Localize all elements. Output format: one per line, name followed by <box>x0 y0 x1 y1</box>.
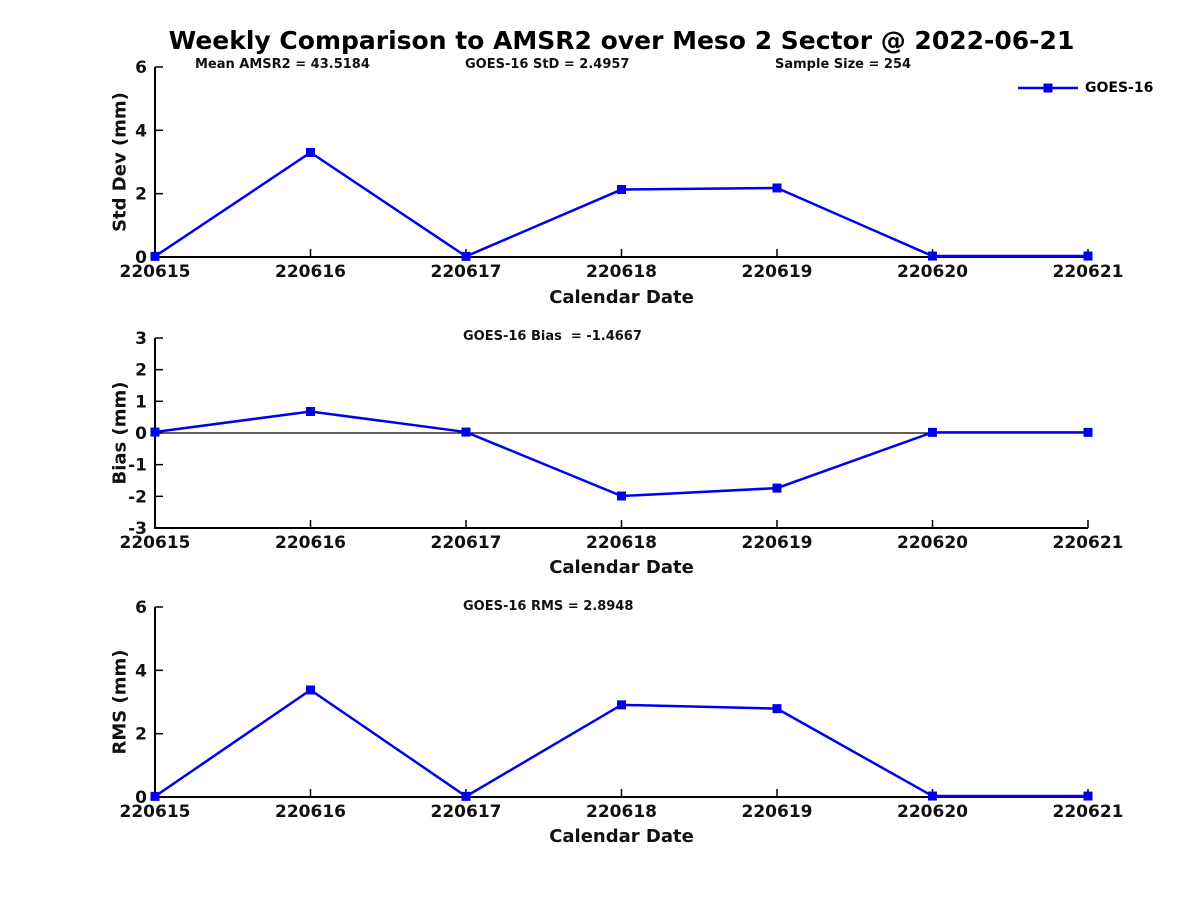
data-point-marker <box>928 791 937 801</box>
bias-x-axis-label: Calendar Date <box>549 557 694 578</box>
x-tick-label: 220621 <box>1053 262 1124 282</box>
x-tick-label: 220621 <box>1053 802 1124 822</box>
goes-16-series-line <box>154 150 1088 258</box>
stat-mean-amsr2: Mean AMSR2 = 43.5184 <box>195 57 370 72</box>
legend-line-icon <box>1018 83 1078 93</box>
x-tick-label: 220618 <box>586 262 657 282</box>
x-tick-label: 220615 <box>120 802 191 822</box>
y-tick-label: 4 <box>135 661 147 681</box>
data-point-marker <box>150 791 160 801</box>
x-tick-label: 220621 <box>1053 533 1124 553</box>
bias-y-axis-label: Bias (mm) <box>109 381 131 485</box>
y-tick-label: 2 <box>135 725 147 745</box>
y-tick-label: 4 <box>135 121 147 141</box>
data-point-marker <box>306 406 315 416</box>
x-tick-label: 220616 <box>275 262 346 282</box>
y-tick-label: 3 <box>135 329 147 349</box>
x-tick-label: 220620 <box>897 262 968 282</box>
x-tick-label: 220616 <box>275 802 346 822</box>
bias-annotation: GOES-16 Bias = -1.4667 <box>463 329 642 344</box>
y-tick-label: 6 <box>135 58 147 78</box>
data-point-marker <box>617 185 626 195</box>
y-tick-label: -3 <box>128 519 147 539</box>
stddev-x-axis-label: Calendar Date <box>549 287 694 308</box>
data-point-marker <box>461 791 471 801</box>
x-tick-label: 220616 <box>275 533 346 553</box>
x-tick-label: 220617 <box>431 802 502 822</box>
data-point-marker <box>1083 791 1093 801</box>
data-point-marker <box>150 427 160 437</box>
y-tick-label: 0 <box>135 424 147 444</box>
data-point-marker <box>617 700 626 710</box>
rms-x-axis-label: Calendar Date <box>549 826 694 847</box>
data-point-marker <box>461 427 471 437</box>
y-tick-label: -2 <box>128 487 147 507</box>
y-tick-label: 6 <box>135 598 147 618</box>
data-point-marker <box>617 491 626 501</box>
legend: GOES-16 <box>1017 80 1154 96</box>
data-point-marker <box>928 427 937 437</box>
x-tick-label: 220619 <box>742 802 813 822</box>
data-point-marker <box>1083 251 1093 261</box>
x-tick-label: 220617 <box>431 533 502 553</box>
data-point-marker <box>1083 427 1093 437</box>
stat-sample-size: Sample Size = 254 <box>775 57 912 72</box>
rms-plot: 0 2 4 6 220615 220616 220617 220618 220619 220620… <box>120 598 1124 822</box>
y-tick-label: -1 <box>128 456 147 476</box>
data-point-marker <box>306 685 315 695</box>
x-tick-label: 220619 <box>742 262 813 282</box>
page-title: Weekly Comparison to AMSR2 over Meso 2 S… <box>168 26 1075 55</box>
bias-plot: -3 -2 -1 0 1 2 3 220615 220616 220617 220618 220619… <box>120 329 1124 553</box>
x-tick-label: 220618 <box>586 802 657 822</box>
x-tick-label: 220617 <box>431 262 502 282</box>
x-tick-label: 220620 <box>897 802 968 822</box>
data-point-marker <box>928 251 937 261</box>
legend-label: GOES-16 <box>1085 80 1154 96</box>
data-point-marker <box>772 704 782 714</box>
rms-y-axis-label: RMS (mm) <box>109 649 131 755</box>
x-tick-label: 220620 <box>897 533 968 553</box>
y-tick-label: 2 <box>135 185 147 205</box>
y-tick-label: 1 <box>135 392 147 412</box>
stddev-y-axis-label: Std Dev (mm) <box>109 92 131 232</box>
data-point-marker <box>772 483 782 493</box>
y-tick-label: 2 <box>135 361 147 381</box>
data-point-marker <box>306 148 315 157</box>
x-tick-label: 220619 <box>742 533 813 553</box>
goes-16-series-line <box>154 410 1088 498</box>
x-tick-label: 220618 <box>586 533 657 553</box>
x-tick-label: 220615 <box>120 262 191 282</box>
data-point-marker <box>150 251 160 261</box>
stat-goes16-std: GOES-16 StD = 2.4957 <box>465 57 630 72</box>
data-point-marker <box>772 183 782 193</box>
y-tick-label: 0 <box>135 248 147 268</box>
x-tick-label: 220615 <box>120 533 191 553</box>
y-tick-label: 0 <box>135 788 147 808</box>
rms-annotation: GOES-16 RMS = 2.8948 <box>463 599 634 614</box>
std-dev-plot: 0 2 4 6 220615 220616 220617 220618 220619 220620… <box>120 58 1124 282</box>
data-point-marker <box>461 251 471 261</box>
